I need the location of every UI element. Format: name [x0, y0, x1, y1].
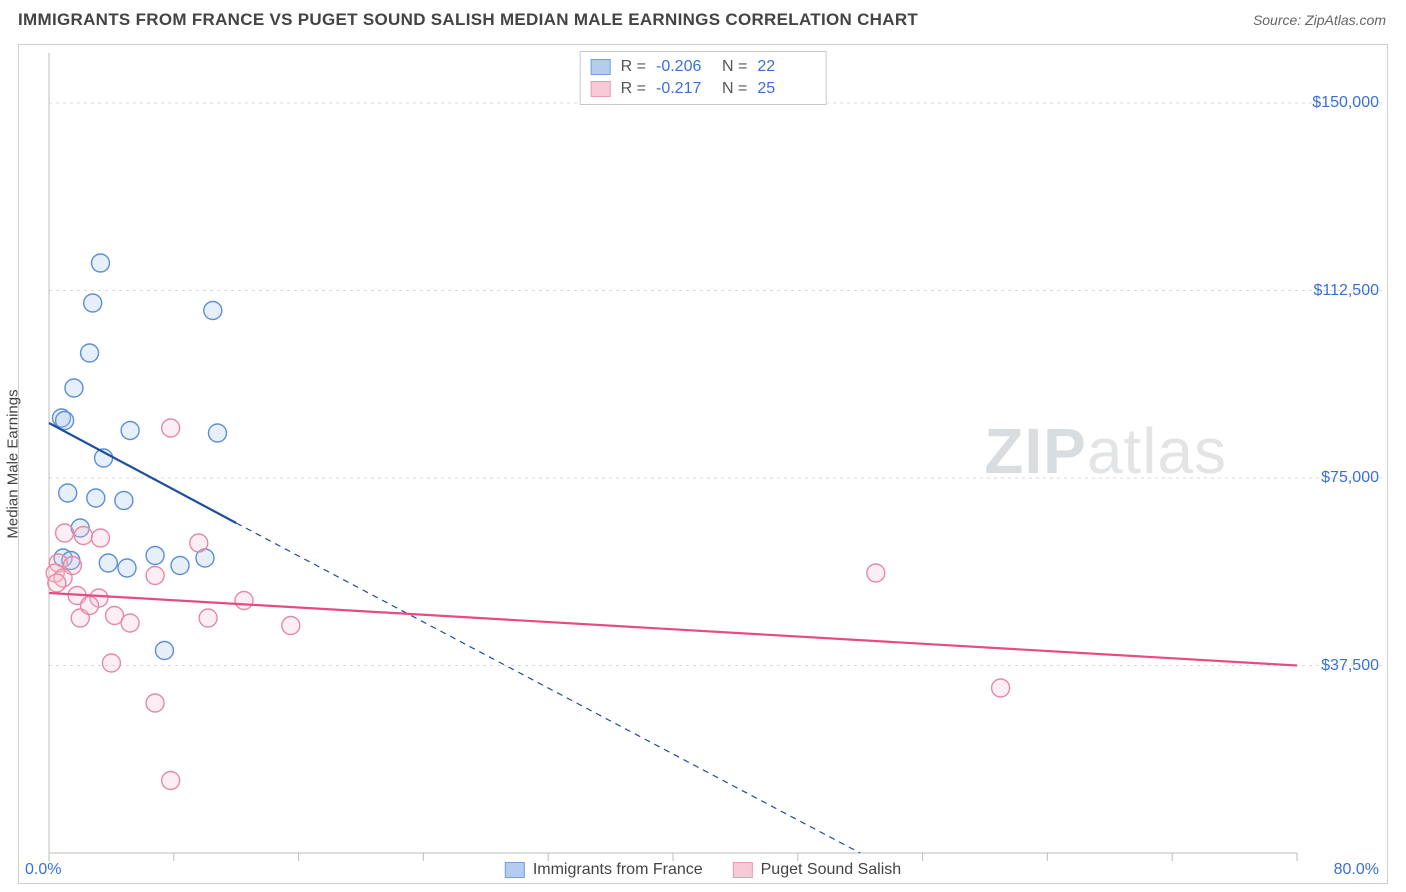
y-tick-label: $37,500 — [1321, 657, 1379, 675]
n-value: 22 — [757, 56, 813, 78]
n-value: 25 — [757, 78, 813, 100]
correlation-legend: R = -0.206 N = 22 R = -0.217 N = 25 — [580, 51, 827, 105]
r-label: R = — [621, 56, 646, 78]
r-label: R = — [621, 78, 646, 100]
y-tick-label: $112,500 — [1313, 282, 1379, 300]
legend-series-label: Immigrants from France — [533, 861, 703, 879]
legend-stat-row: R = -0.206 N = 22 — [591, 56, 814, 78]
legend-swatch — [733, 862, 753, 878]
legend-swatch — [591, 81, 611, 97]
n-label: N = — [722, 78, 747, 100]
n-label: N = — [722, 56, 747, 78]
legend-series-item: Immigrants from France — [505, 861, 703, 879]
r-value: -0.206 — [656, 56, 712, 78]
legend-swatch — [591, 59, 611, 75]
source-attribution: Source: ZipAtlas.com — [1253, 12, 1386, 28]
y-tick-label: $75,000 — [1321, 469, 1379, 487]
legend-series-item: Puget Sound Salish — [733, 861, 902, 879]
r-value: -0.217 — [656, 78, 712, 100]
series-legend: Immigrants from France Puget Sound Salis… — [505, 861, 901, 879]
x-axis-max-label: 80.0% — [1334, 861, 1379, 879]
legend-stat-row: R = -0.217 N = 25 — [591, 78, 814, 100]
x-axis-min-label: 0.0% — [25, 861, 61, 879]
chart-title: IMMIGRANTS FROM FRANCE VS PUGET SOUND SA… — [18, 10, 918, 30]
legend-swatch — [505, 862, 525, 878]
legend-series-label: Puget Sound Salish — [761, 861, 902, 879]
chart-area: Median Male Earnings ZIPatlas R = -0.206… — [18, 44, 1388, 884]
scatter-plot — [19, 45, 1387, 883]
y-tick-label: $150,000 — [1312, 94, 1379, 112]
